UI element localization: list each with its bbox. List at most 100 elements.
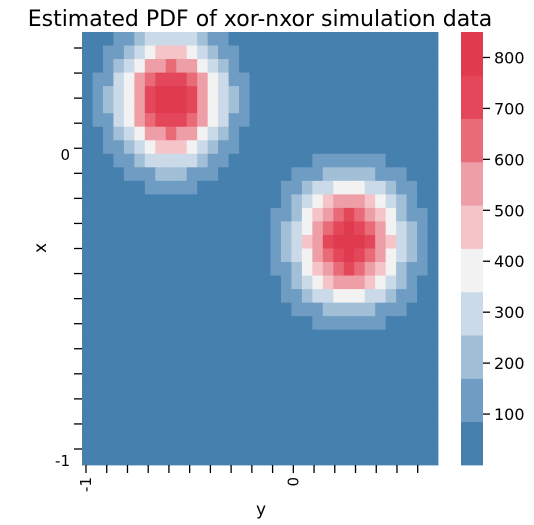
heatmap-cell — [312, 86, 324, 101]
heatmap-cell — [280, 99, 292, 114]
heatmap-cell — [417, 180, 428, 195]
heatmap-cell — [239, 370, 250, 385]
heatmap-cell — [249, 180, 261, 195]
heatmap-cell — [239, 153, 250, 168]
heatmap-cell — [155, 59, 167, 73]
heatmap-cell — [113, 289, 125, 304]
heatmap-cell — [396, 262, 407, 276]
heatmap-cell — [144, 32, 156, 46]
heatmap-cell — [228, 343, 240, 358]
heatmap-cell — [333, 207, 345, 222]
heatmap-cell — [396, 45, 407, 60]
heatmap-cell — [312, 397, 324, 412]
heatmap-cell — [249, 370, 261, 385]
heatmap-cell — [207, 167, 219, 182]
heatmap-cell — [417, 194, 428, 209]
heatmap-cell — [186, 59, 198, 73]
heatmap-cell — [134, 126, 146, 141]
heatmap-cell — [134, 99, 146, 114]
heatmap-cell — [301, 234, 313, 249]
heatmap-cell — [270, 289, 282, 304]
heatmap-cell — [92, 221, 104, 236]
heatmap-cell — [301, 383, 313, 398]
heatmap-cell — [280, 180, 292, 195]
heatmap-cell — [301, 126, 313, 141]
heatmap-cell — [176, 397, 188, 412]
heatmap-cell — [364, 302, 376, 317]
heatmap-cell — [155, 32, 167, 46]
heatmap-cell — [165, 289, 177, 304]
heatmap-cell — [343, 424, 355, 439]
heatmap-cell — [144, 140, 156, 155]
heatmap-cell — [218, 72, 229, 87]
heatmap-cell — [92, 289, 104, 304]
heatmap-cell — [228, 329, 240, 344]
heatmap-cell — [260, 356, 271, 371]
heatmap-cell — [92, 153, 104, 168]
heatmap-cell — [144, 72, 156, 87]
heatmap-cell — [186, 248, 198, 263]
heatmap-cell — [249, 316, 261, 331]
heatmap-cell — [92, 248, 104, 263]
heatmap-cell — [375, 370, 387, 385]
heatmap-cell — [322, 126, 334, 141]
heatmap-cell — [249, 72, 261, 87]
heatmap-cell — [260, 329, 271, 344]
heatmap-cell — [354, 234, 366, 249]
heatmap-cell — [322, 207, 334, 222]
heatmap-cell — [427, 451, 439, 466]
heatmap-cell — [134, 153, 146, 168]
heatmap-cell — [113, 248, 125, 263]
heatmap-cell — [249, 86, 261, 101]
heatmap-cell — [186, 153, 198, 168]
heatmap-cell — [218, 32, 229, 46]
heatmap-cell — [92, 167, 104, 182]
heatmap-cell — [123, 356, 135, 371]
heatmap-cell — [280, 234, 292, 249]
heatmap-cell — [322, 343, 334, 358]
heatmap-cell — [385, 194, 397, 209]
heatmap-cell — [239, 275, 250, 290]
heatmap-cell — [176, 329, 188, 344]
heatmap-cell — [406, 153, 418, 168]
heatmap-cell — [375, 451, 387, 466]
heatmap-cell — [239, 234, 250, 249]
heatmap-cell — [375, 383, 387, 398]
y-tick-label: -1 — [55, 452, 70, 470]
heatmap-cell — [186, 410, 198, 425]
heatmap-cell — [239, 207, 250, 222]
heatmap-cell — [155, 153, 167, 168]
heatmap-cell — [82, 370, 93, 385]
heatmap-cell — [197, 424, 209, 439]
heatmap-cell — [186, 221, 198, 236]
heatmap-cell — [155, 86, 167, 101]
heatmap-cell — [333, 194, 345, 209]
heatmap-cell — [291, 153, 303, 168]
heatmap-cell — [343, 234, 355, 249]
heatmap-cell — [280, 343, 292, 358]
heatmap-cell — [82, 343, 93, 358]
heatmap-cell — [291, 234, 303, 249]
heatmap-cell — [134, 167, 146, 182]
heatmap-cell — [312, 383, 324, 398]
heatmap-cell — [165, 140, 177, 155]
heatmap-cell — [396, 194, 407, 209]
heatmap-cell — [239, 194, 250, 209]
heatmap-cell — [155, 370, 167, 385]
heatmap-cell — [333, 248, 345, 263]
heatmap-cell — [82, 45, 93, 60]
heatmap-cell — [197, 383, 209, 398]
heatmap-cell — [260, 140, 271, 155]
heatmap-cell — [280, 153, 292, 168]
heatmap-cell — [176, 72, 188, 87]
heatmap-cell — [291, 113, 303, 128]
heatmap-cell — [312, 167, 324, 182]
heatmap-cell — [218, 180, 229, 195]
heatmap-cell — [406, 113, 418, 128]
heatmap-cell — [427, 329, 439, 344]
heatmap-cell — [417, 248, 428, 263]
heatmap-cell — [239, 45, 250, 60]
heatmap-cell — [218, 329, 229, 344]
heatmap-cell — [123, 153, 135, 168]
heatmap-cell — [396, 167, 407, 182]
